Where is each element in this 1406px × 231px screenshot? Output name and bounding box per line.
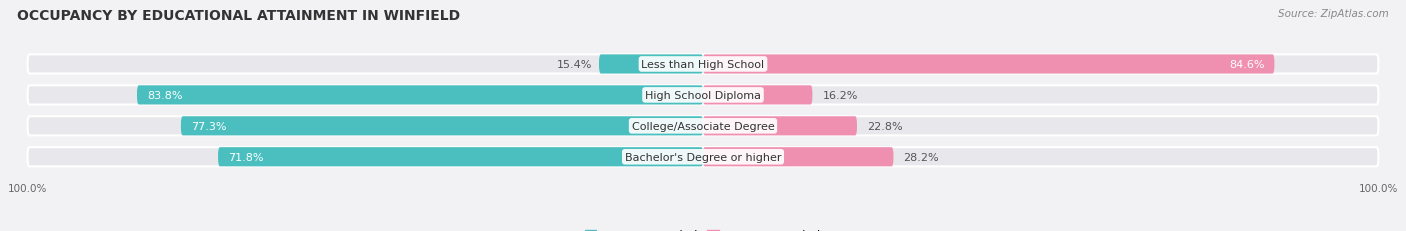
Text: Source: ZipAtlas.com: Source: ZipAtlas.com [1278,9,1389,19]
FancyBboxPatch shape [28,86,1378,105]
Text: OCCUPANCY BY EDUCATIONAL ATTAINMENT IN WINFIELD: OCCUPANCY BY EDUCATIONAL ATTAINMENT IN W… [17,9,460,23]
Text: High School Diploma: High School Diploma [645,91,761,100]
FancyBboxPatch shape [703,117,858,136]
Text: College/Associate Degree: College/Associate Degree [631,121,775,131]
FancyBboxPatch shape [28,55,1378,74]
Text: 77.3%: 77.3% [191,121,226,131]
Text: Bachelor's Degree or higher: Bachelor's Degree or higher [624,152,782,162]
FancyBboxPatch shape [28,117,1378,136]
FancyBboxPatch shape [703,86,813,105]
Text: 84.6%: 84.6% [1229,60,1264,70]
FancyBboxPatch shape [181,117,703,136]
Text: Less than High School: Less than High School [641,60,765,70]
FancyBboxPatch shape [136,86,703,105]
Text: 15.4%: 15.4% [557,60,592,70]
FancyBboxPatch shape [703,55,1274,74]
Text: 28.2%: 28.2% [904,152,939,162]
Text: 83.8%: 83.8% [148,91,183,100]
Legend: Owner-occupied, Renter-occupied: Owner-occupied, Renter-occupied [579,224,827,231]
FancyBboxPatch shape [703,148,893,167]
FancyBboxPatch shape [599,55,703,74]
FancyBboxPatch shape [28,148,1378,167]
Text: 16.2%: 16.2% [823,91,858,100]
FancyBboxPatch shape [218,148,703,167]
Text: 71.8%: 71.8% [228,152,264,162]
Text: 22.8%: 22.8% [868,121,903,131]
